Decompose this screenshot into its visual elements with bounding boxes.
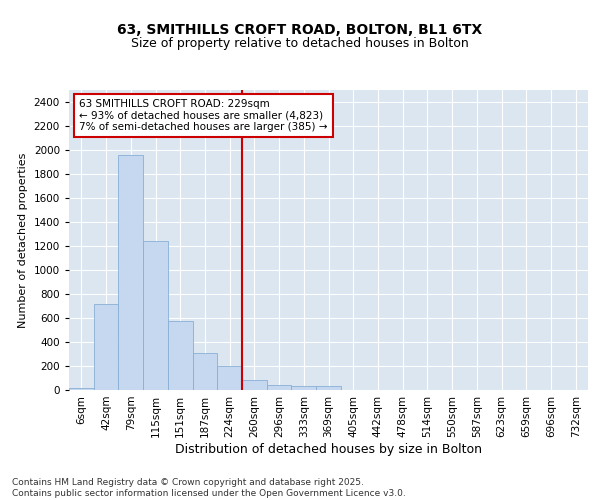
Text: 63, SMITHILLS CROFT ROAD, BOLTON, BL1 6TX: 63, SMITHILLS CROFT ROAD, BOLTON, BL1 6T… bbox=[118, 22, 482, 36]
Bar bbox=[168, 321, 193, 390]
Bar bbox=[217, 366, 242, 390]
Bar bbox=[69, 388, 94, 390]
Text: 63 SMITHILLS CROFT ROAD: 229sqm
← 93% of detached houses are smaller (4,823)
7% : 63 SMITHILLS CROFT ROAD: 229sqm ← 93% of… bbox=[79, 99, 328, 132]
Text: Size of property relative to detached houses in Bolton: Size of property relative to detached ho… bbox=[131, 38, 469, 51]
Bar bbox=[118, 155, 143, 390]
Bar bbox=[292, 386, 316, 390]
Text: Contains HM Land Registry data © Crown copyright and database right 2025.
Contai: Contains HM Land Registry data © Crown c… bbox=[12, 478, 406, 498]
Y-axis label: Number of detached properties: Number of detached properties bbox=[18, 152, 28, 328]
X-axis label: Distribution of detached houses by size in Bolton: Distribution of detached houses by size … bbox=[175, 442, 482, 456]
Bar bbox=[94, 304, 118, 390]
Bar bbox=[267, 384, 292, 390]
Bar bbox=[242, 380, 267, 390]
Bar bbox=[316, 386, 341, 390]
Bar bbox=[193, 354, 217, 390]
Bar bbox=[143, 241, 168, 390]
